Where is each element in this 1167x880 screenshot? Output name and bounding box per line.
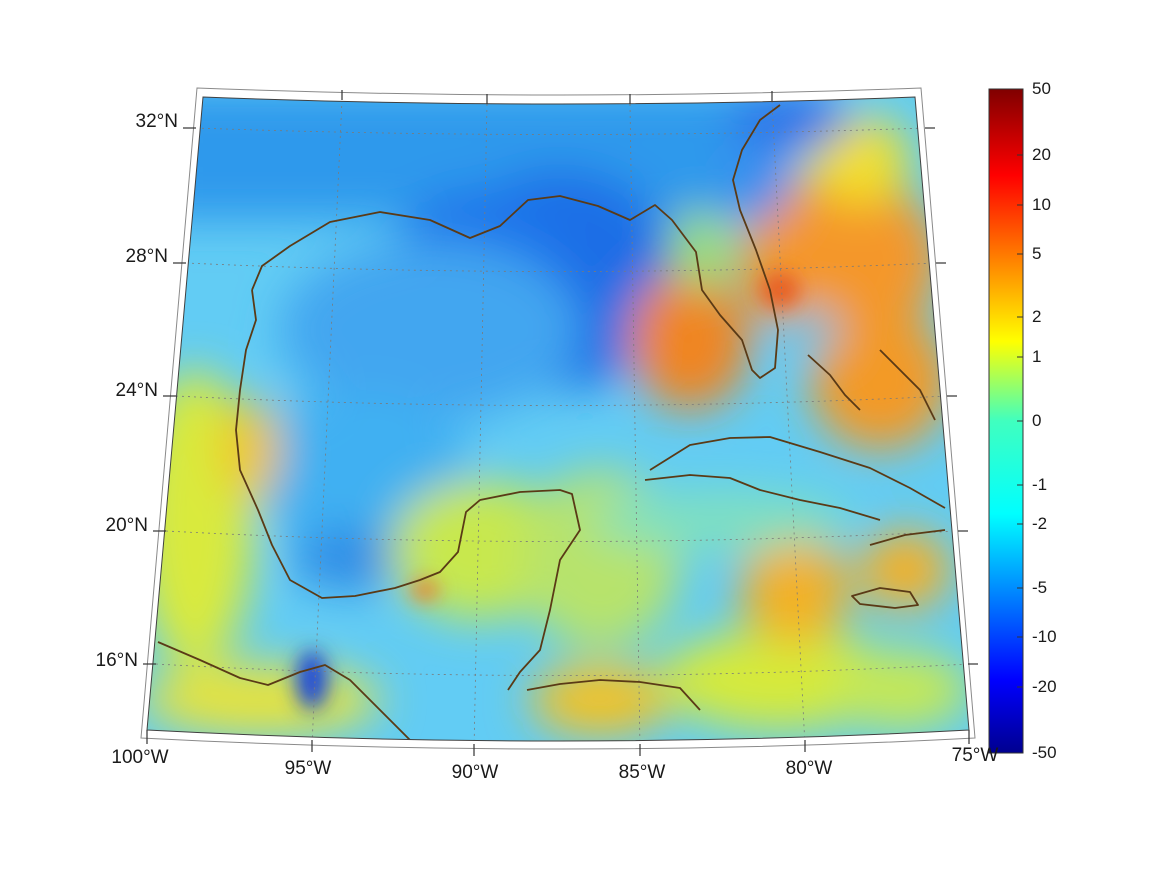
colorbar-label-neg50: -50 xyxy=(1032,743,1057,762)
lon-label-85w: 85°W xyxy=(618,762,666,783)
lat-label-24: 24°N xyxy=(115,380,158,401)
lon-label-90w: 90°W xyxy=(451,762,499,783)
lat-label-32: 32°N xyxy=(135,111,178,132)
colorbar-label-neg2: -2 xyxy=(1032,514,1048,533)
colorbar-label-0: 0 xyxy=(1032,411,1042,430)
colorbar-label-5: 5 xyxy=(1032,244,1042,263)
lat-label-16: 16°N xyxy=(95,650,138,671)
lon-label-100w: 100°W xyxy=(111,747,169,768)
lon-label-75w: 75°W xyxy=(951,745,999,766)
lat-label-20: 20°N xyxy=(105,515,148,536)
map-frame xyxy=(146,96,970,742)
colorbar-label-20: 20 xyxy=(1032,145,1051,164)
colorbar-label-neg1: -1 xyxy=(1032,475,1048,494)
colorbar-label-50: 50 xyxy=(1032,79,1051,98)
colorbar-label-neg10: -10 xyxy=(1032,627,1057,646)
colorbar-label-neg20: -20 xyxy=(1032,677,1057,696)
colorbar-label-neg5: -5 xyxy=(1032,578,1048,597)
colorbar-label-10: 10 xyxy=(1032,195,1051,214)
lon-label-80w: 80°W xyxy=(785,758,833,779)
lon-label-95w: 95°W xyxy=(284,758,332,779)
colorbar-label-1: 1 xyxy=(1032,347,1042,366)
coastlines xyxy=(157,104,946,741)
lat-label-28: 28°N xyxy=(125,246,168,267)
colorbar-label-2: 2 xyxy=(1032,307,1042,326)
data-field xyxy=(147,97,969,741)
